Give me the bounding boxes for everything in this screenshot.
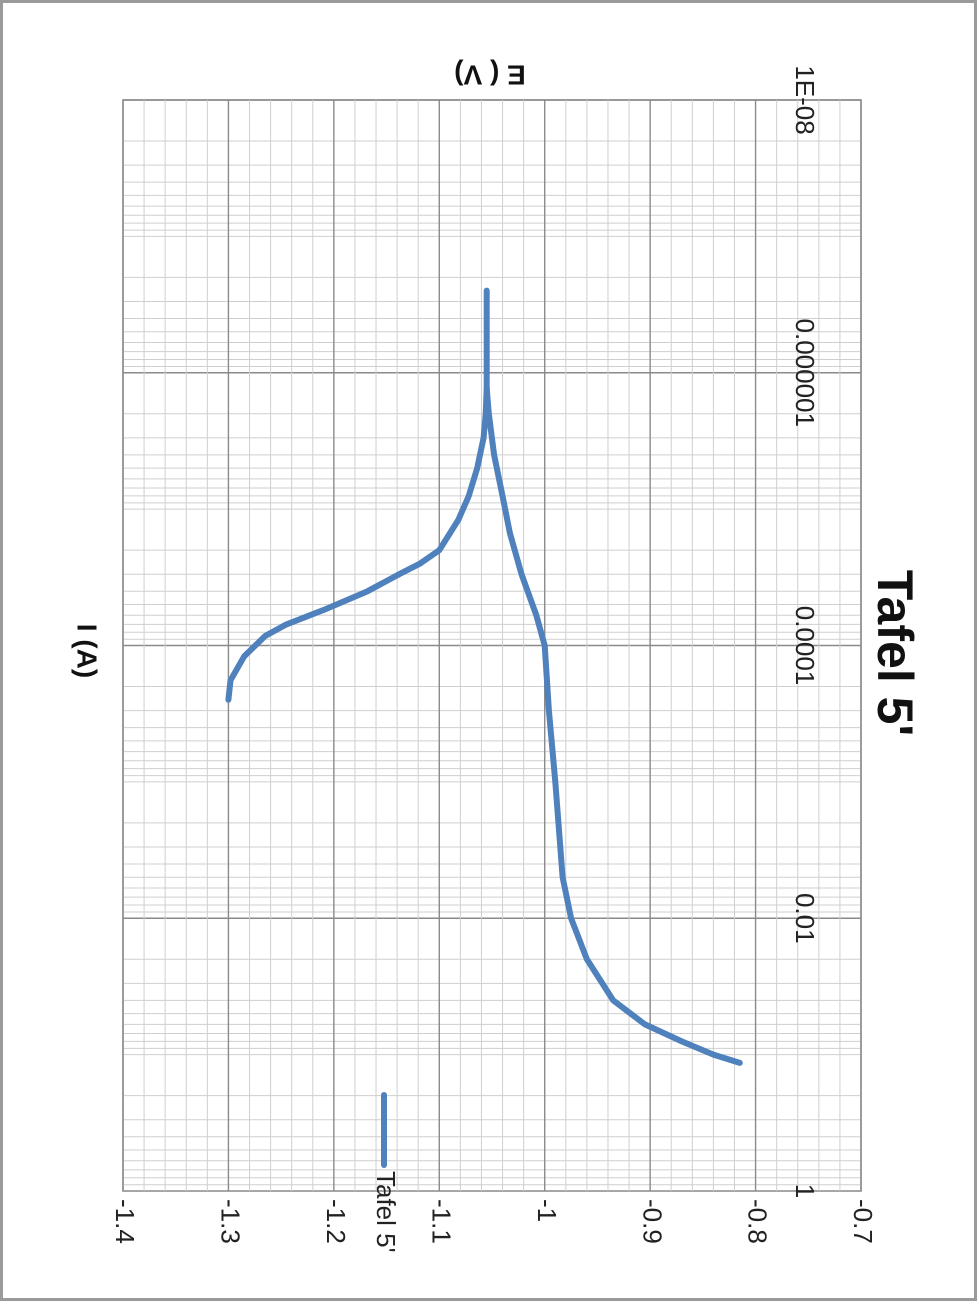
x-tick-label: 0.01 bbox=[790, 893, 820, 944]
x-tick-label: 1 bbox=[790, 1184, 820, 1198]
x-tick-label: 1E-08 bbox=[790, 65, 820, 134]
tick-labels: -1.4 -1.3 -1.2 -1.1 -1 -0.9 -0.8 -0.7 1E-08 0.000… bbox=[110, 65, 878, 1244]
y-tick-label: -1.2 bbox=[321, 1199, 351, 1244]
y-tick-label: -1.4 bbox=[110, 1199, 140, 1244]
y-tick-label: -1.3 bbox=[216, 1199, 246, 1244]
series-lines bbox=[225, 287, 743, 1066]
legend: Tafel 5' bbox=[371, 1092, 401, 1253]
series-line bbox=[483, 385, 743, 1066]
y-tick-label: -1.1 bbox=[426, 1199, 456, 1244]
x-tick-label: 0.000001 bbox=[790, 319, 820, 427]
tafel-chart: -1.4 -1.3 -1.2 -1.1 -1 -0.9 -0.8 -0.7 1E-08 0.000… bbox=[72, 60, 923, 1253]
series-line bbox=[225, 287, 490, 703]
y-tick-label: -0.9 bbox=[637, 1199, 667, 1244]
y-tick-label: -0.7 bbox=[848, 1199, 878, 1244]
y-tick-label: -1 bbox=[532, 1199, 562, 1222]
x-axis-label: I (A) bbox=[72, 624, 103, 678]
y-axis-label: E ( V) bbox=[454, 60, 526, 91]
chart-titles: Tafel 5' E ( V) I (A) bbox=[72, 60, 923, 737]
chart-title: Tafel 5' bbox=[867, 570, 923, 737]
y-tick-label: -0.8 bbox=[743, 1199, 773, 1244]
x-tick-label: 0.0001 bbox=[790, 606, 820, 686]
legend-label: Tafel 5' bbox=[371, 1171, 401, 1253]
gridlines bbox=[122, 99, 862, 1191]
